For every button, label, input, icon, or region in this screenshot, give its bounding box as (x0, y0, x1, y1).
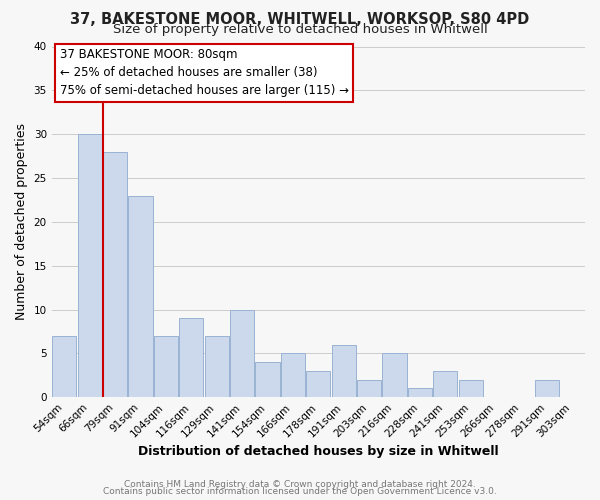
Bar (52, 336, 76, 397)
X-axis label: Distribution of detached houses by size in Whitwell: Distribution of detached houses by size … (138, 444, 499, 458)
Bar (332, 344, 356, 397)
Bar (128, 196, 152, 397)
Bar (433, 371, 457, 397)
Text: 37 BAKESTONE MOOR: 80sqm
← 25% of detached houses are smaller (38)
75% of semi-d: 37 BAKESTONE MOOR: 80sqm ← 25% of detach… (59, 48, 349, 98)
Bar (281, 354, 305, 397)
Y-axis label: Number of detached properties: Number of detached properties (15, 124, 28, 320)
Bar (408, 388, 432, 397)
Bar (179, 318, 203, 397)
Bar (458, 380, 483, 397)
Text: Size of property relative to detached houses in Whitwell: Size of property relative to detached ho… (113, 22, 487, 36)
Bar (306, 371, 331, 397)
Bar (382, 354, 407, 397)
Bar (205, 336, 229, 397)
Text: 37, BAKESTONE MOOR, WHITWELL, WORKSOP, S80 4PD: 37, BAKESTONE MOOR, WHITWELL, WORKSOP, S… (70, 12, 530, 26)
Text: Contains public sector information licensed under the Open Government Licence v3: Contains public sector information licen… (103, 487, 497, 496)
Bar (154, 336, 178, 397)
Bar (357, 380, 381, 397)
Bar (230, 310, 254, 397)
Bar (103, 152, 127, 397)
Text: Contains HM Land Registry data © Crown copyright and database right 2024.: Contains HM Land Registry data © Crown c… (124, 480, 476, 489)
Bar (77, 134, 102, 397)
Bar (535, 380, 559, 397)
Bar (256, 362, 280, 397)
